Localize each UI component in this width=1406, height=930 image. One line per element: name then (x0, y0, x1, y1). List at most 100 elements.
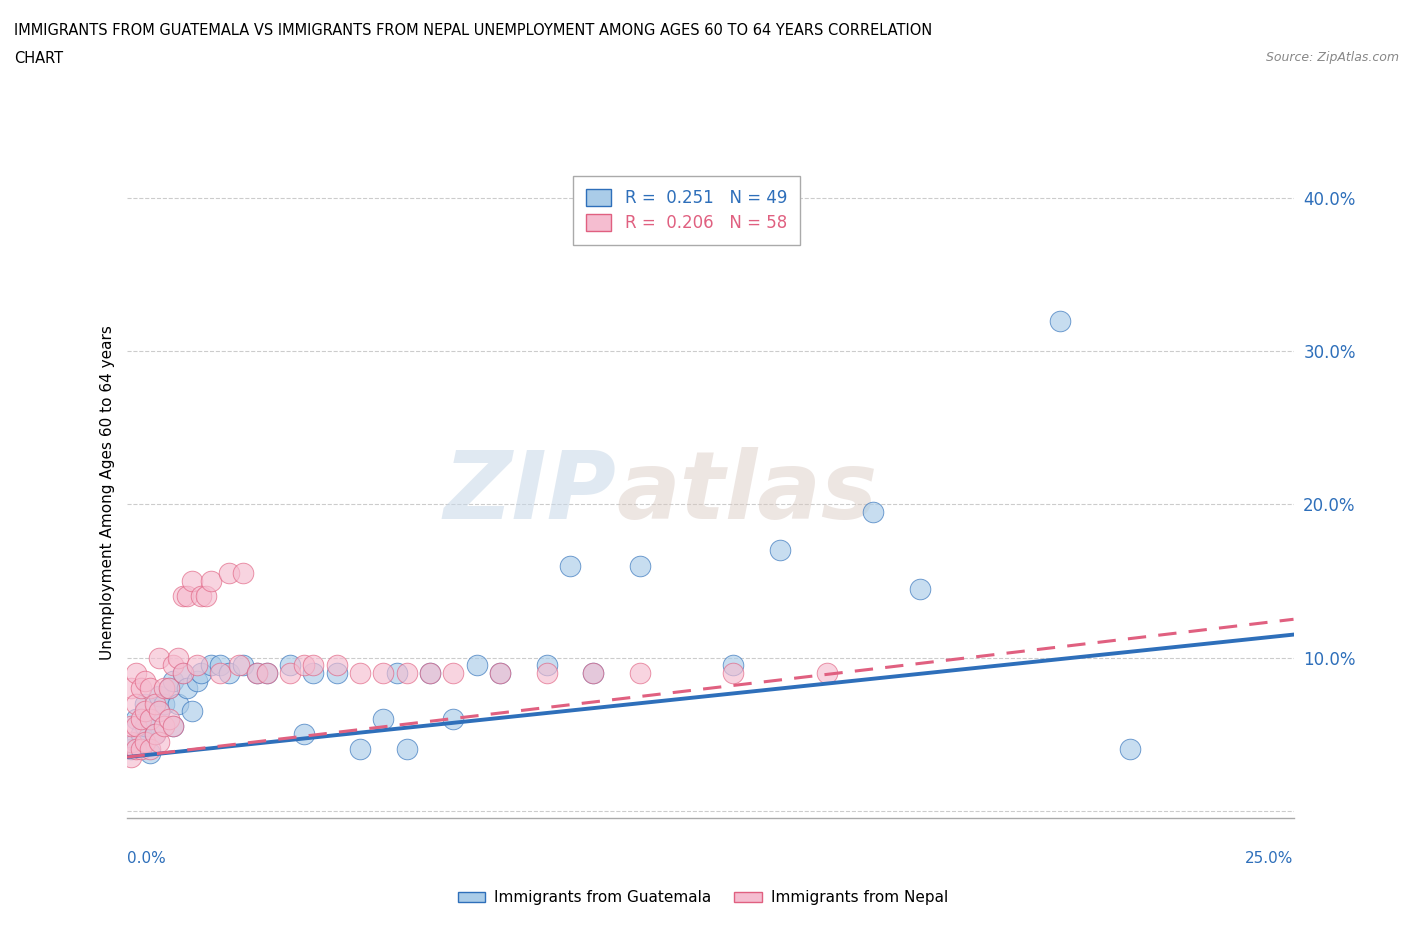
Point (125, 711, 148, 726)
Point (120, 681, 142, 696)
Point (218, 565, 240, 580)
Point (162, 658, 184, 672)
Point (489, 666, 512, 681)
Point (232, 565, 254, 580)
Point (129, 742, 152, 757)
Point (628, 666, 651, 681)
Point (129, 681, 152, 696)
Point (441, 666, 464, 681)
Point (143, 726, 166, 741)
Point (723, 658, 745, 672)
Point (139, 711, 162, 726)
Legend: R =  0.251   N = 49, R =  0.206   N = 58: R = 0.251 N = 49, R = 0.206 N = 58 (574, 176, 800, 246)
Point (228, 658, 250, 672)
Point (120, 735, 142, 750)
Point (208, 666, 231, 681)
Point (167, 696, 190, 711)
Point (125, 735, 148, 750)
Point (441, 711, 464, 726)
Point (129, 711, 152, 726)
Point (180, 574, 202, 589)
Point (232, 658, 254, 672)
Point (180, 704, 202, 719)
Point (125, 666, 148, 681)
Point (157, 681, 180, 696)
Text: atlas: atlas (617, 447, 877, 538)
Point (256, 666, 278, 681)
Point (582, 666, 605, 681)
Point (200, 574, 222, 589)
Point (373, 711, 395, 726)
Point (148, 650, 170, 665)
Point (172, 666, 194, 681)
Point (349, 666, 371, 681)
Point (419, 666, 441, 681)
Point (628, 558, 651, 573)
Point (218, 666, 240, 681)
Point (1119, 742, 1142, 757)
Point (395, 666, 418, 681)
Text: ZIP: ZIP (444, 447, 617, 538)
Point (186, 673, 208, 688)
Point (536, 666, 558, 681)
Point (419, 666, 441, 681)
Point (125, 742, 148, 757)
Point (325, 658, 347, 672)
Point (172, 666, 194, 681)
Point (120, 719, 142, 734)
Legend: Immigrants from Guatemala, Immigrants from Nepal: Immigrants from Guatemala, Immigrants fr… (450, 883, 956, 913)
Point (190, 589, 212, 604)
Point (134, 735, 156, 750)
Point (162, 719, 184, 734)
Text: 25.0%: 25.0% (1246, 851, 1294, 866)
Point (162, 673, 184, 688)
Point (325, 666, 347, 681)
Point (176, 589, 198, 604)
Point (395, 742, 418, 757)
Point (862, 505, 884, 520)
Point (489, 666, 512, 681)
Point (723, 666, 745, 681)
Point (349, 742, 371, 757)
Point (167, 650, 190, 665)
Point (120, 742, 142, 757)
Point (143, 726, 166, 741)
Point (125, 719, 148, 734)
Point (176, 681, 198, 696)
Point (134, 673, 156, 688)
Text: IMMIGRANTS FROM GUATEMALA VS IMMIGRANTS FROM NEPAL UNEMPLOYMENT AMONG AGES 60 TO: IMMIGRANTS FROM GUATEMALA VS IMMIGRANTS … (14, 23, 932, 38)
Point (157, 681, 180, 696)
Point (190, 666, 212, 681)
Point (139, 742, 162, 757)
Point (246, 666, 269, 681)
Point (148, 735, 170, 750)
Point (162, 719, 184, 734)
Point (148, 704, 170, 719)
Point (120, 750, 142, 764)
Point (208, 658, 231, 672)
Text: 0.0%: 0.0% (127, 851, 166, 866)
Point (200, 658, 222, 672)
Point (292, 658, 315, 672)
Point (139, 681, 162, 696)
Point (134, 696, 156, 711)
Point (186, 658, 208, 672)
Point (582, 666, 605, 681)
Point (387, 666, 409, 681)
Point (256, 666, 278, 681)
Point (908, 581, 931, 596)
Y-axis label: Unemployment Among Ages 60 to 64 years: Unemployment Among Ages 60 to 64 years (100, 326, 115, 660)
Point (465, 658, 488, 672)
Point (278, 658, 301, 672)
Point (148, 688, 170, 703)
Point (139, 711, 162, 726)
Point (125, 696, 148, 711)
Point (148, 704, 170, 719)
Point (139, 745, 162, 760)
Point (246, 666, 269, 681)
Point (172, 589, 194, 604)
Point (134, 719, 156, 734)
Point (143, 696, 166, 711)
Point (302, 666, 325, 681)
Point (129, 726, 152, 741)
